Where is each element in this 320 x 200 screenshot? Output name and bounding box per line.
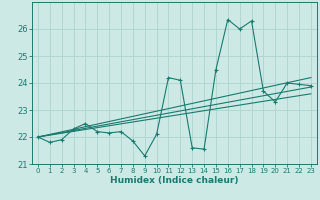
X-axis label: Humidex (Indice chaleur): Humidex (Indice chaleur) (110, 176, 239, 185)
